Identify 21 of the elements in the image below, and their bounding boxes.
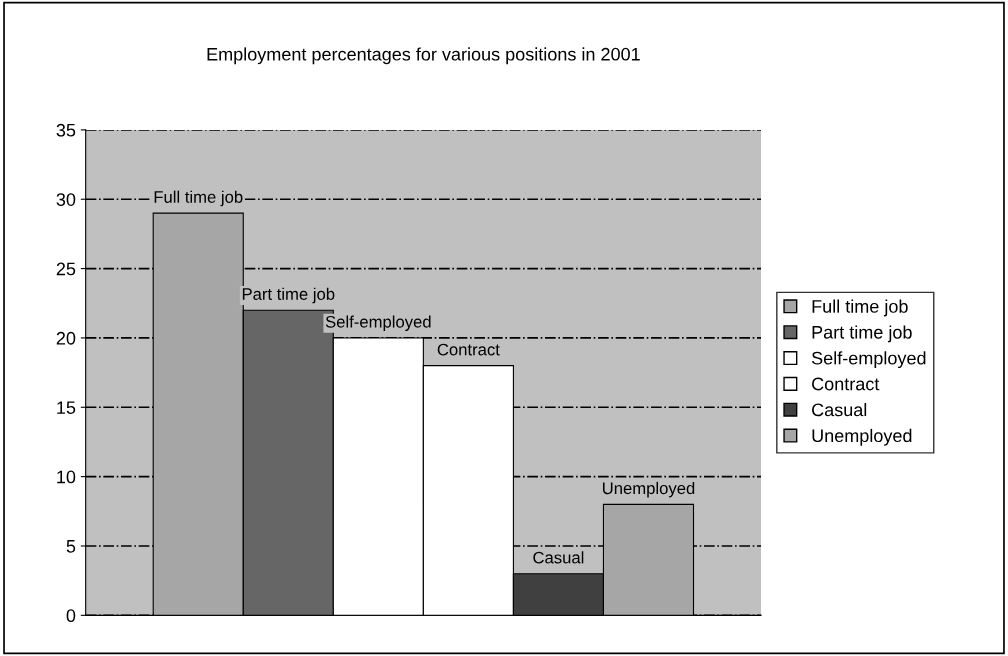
legend-label: Self-employed	[811, 351, 926, 369]
y-tick-label: 35	[56, 123, 76, 137]
y-tick-label: 10	[57, 470, 76, 484]
y-tick-label: 5	[66, 540, 76, 553]
legend-label: Casual	[812, 402, 867, 417]
y-tick-label: 15	[57, 401, 76, 414]
legend-label: Unemployed	[812, 428, 912, 446]
legend-label: Contract	[812, 377, 880, 391]
text: Casual	[533, 551, 584, 564]
text: Full time job	[154, 190, 243, 207]
legend-label: Full time job	[812, 299, 908, 317]
text: Self-employed	[325, 315, 431, 331]
text: Contract	[437, 343, 500, 356]
y-tick-label: 20	[56, 331, 76, 345]
y-tick-label: 0	[66, 609, 76, 623]
text: Part time job	[242, 287, 335, 304]
legend-label: Part time job	[812, 325, 912, 343]
y-tick-label: 30	[56, 193, 76, 206]
text: Unemployed	[602, 481, 695, 498]
chart-title: Employment percentages for various positions in 2001	[207, 47, 640, 65]
y-tick-label: 25	[56, 262, 76, 276]
